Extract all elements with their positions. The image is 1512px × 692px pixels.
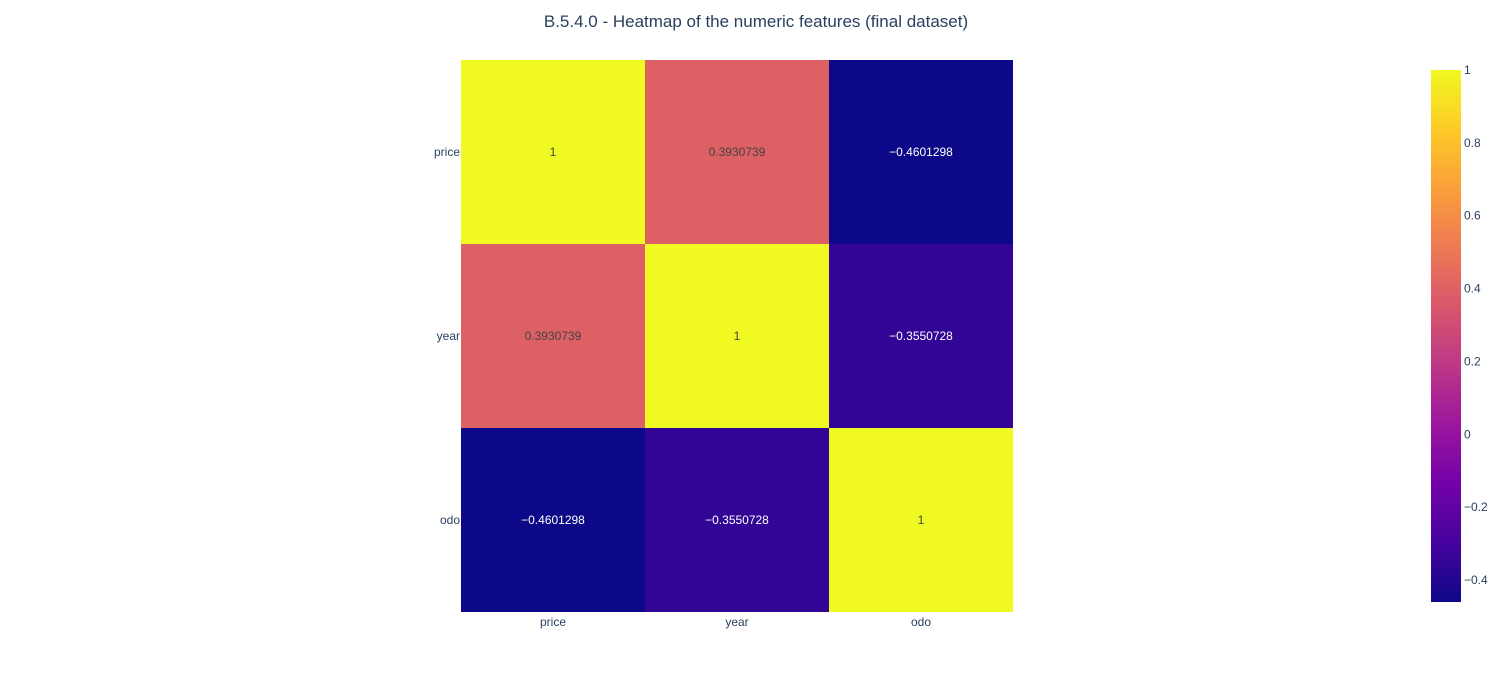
heatmap-cell-year-price[interactable] (461, 244, 645, 428)
y-axis-ticks: price year odo (434, 145, 460, 527)
colorbar-tick-label: 0.2 (1464, 354, 1481, 368)
cell-value-label: 1 (734, 329, 741, 343)
y-tick-label: price (434, 145, 460, 159)
cell-value-label: −0.3550728 (889, 329, 953, 343)
heatmap-cell-odo-year[interactable] (645, 428, 829, 612)
colorbar (1431, 70, 1461, 602)
y-tick-label: odo (440, 513, 460, 527)
colorbar-tick-label: −0.2 (1464, 500, 1488, 514)
cell-value-label: −0.4601298 (521, 513, 585, 527)
heatmap-cell-year-year[interactable] (645, 244, 829, 428)
cell-value-label: 0.3930739 (525, 329, 582, 343)
colorbar-tick-label: 0 (1464, 427, 1471, 441)
x-axis-ticks: price year odo (540, 615, 931, 629)
colorbar-tick-label: 0.6 (1464, 209, 1481, 223)
colorbar-tick-label: 0.4 (1464, 282, 1481, 296)
heatmap-cell-price-year[interactable] (645, 60, 829, 244)
heatmap-cell-year-odo[interactable] (829, 244, 1013, 428)
heatmap-cell-labels: 1 0.3930739 −0.4601298 0.3930739 1 −0.3550728… (521, 145, 953, 527)
colorbar-tick-label: 0.8 (1464, 136, 1481, 150)
colorbar-ticks: 1 0.8 0.6 0.4 0.2 0 −0.2 −0.4 (1464, 63, 1488, 587)
y-tick-label: year (437, 329, 460, 343)
cell-value-label: 1 (550, 145, 557, 159)
colorbar-tick-label: −0.4 (1464, 573, 1488, 587)
cell-value-label: −0.4601298 (889, 145, 953, 159)
heatmap-cell-price-odo[interactable] (829, 60, 1013, 244)
heatmap-cells (461, 60, 1013, 612)
x-tick-label: odo (911, 615, 931, 629)
x-tick-label: year (725, 615, 748, 629)
heatmap-cell-price-price[interactable] (461, 60, 645, 244)
cell-value-label: −0.3550728 (705, 513, 769, 527)
colorbar-tick-label: 1 (1464, 63, 1471, 77)
heatmap-cell-odo-price[interactable] (461, 428, 645, 612)
cell-value-label: 0.3930739 (709, 145, 766, 159)
cell-value-label: 1 (918, 513, 925, 527)
chart-title: B.5.4.0 - Heatmap of the numeric feature… (543, 12, 969, 31)
heatmap-cell-odo-odo[interactable] (829, 428, 1013, 612)
x-tick-label: price (540, 615, 566, 629)
